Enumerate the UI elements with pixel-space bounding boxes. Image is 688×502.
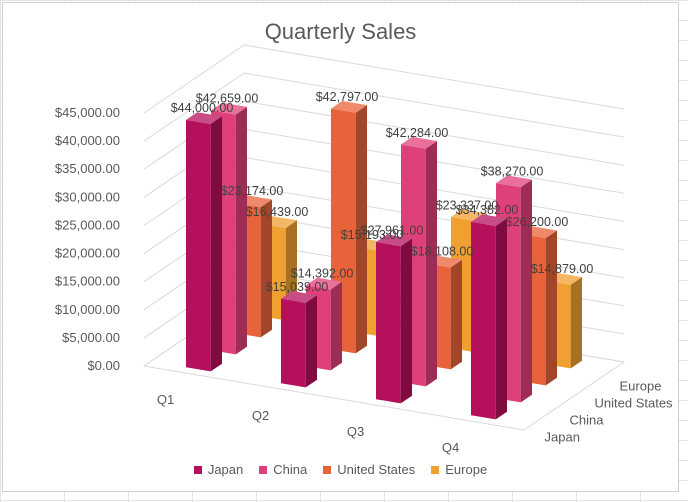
- legend-swatch: [323, 465, 332, 474]
- x-tick-label: Q4: [442, 440, 459, 455]
- bar-top-face: [331, 101, 367, 113]
- y-tick-label: $40,000.00: [55, 133, 120, 148]
- data-label: $42,284.00: [386, 126, 449, 140]
- y-tick-label: $35,000.00: [55, 161, 120, 176]
- depth-axis-label: China: [570, 413, 605, 428]
- chart-area[interactable]: Quarterly Sales $0.00 $5,000.00 $10,000.00…: [2, 2, 679, 492]
- y-tick-label: $10,000.00: [55, 302, 120, 317]
- data-label: $14,879.00: [531, 262, 594, 276]
- bar-side-face: [570, 277, 582, 369]
- y-tick-label: $5,000.00: [62, 330, 120, 345]
- bar-side-face: [260, 199, 272, 338]
- legend-item[interactable]: United States: [323, 462, 415, 477]
- bar-side-face: [235, 106, 247, 355]
- gridline: [143, 100, 625, 170]
- legend-swatch: [259, 465, 268, 474]
- data-label: $23,174.00: [221, 184, 284, 198]
- data-label: $26,200.00: [506, 215, 569, 229]
- data-label: $15,193.00: [341, 228, 404, 242]
- data-label: $27,961.00: [361, 223, 424, 237]
- bar-front-face: [281, 298, 306, 388]
- bar-side-face: [210, 116, 222, 372]
- gridline: [143, 44, 625, 114]
- data-label: $14,392.00: [291, 267, 354, 281]
- y-tick-label: $25,000.00: [55, 217, 120, 232]
- y-tick-label: $45,000.00: [55, 105, 120, 120]
- bar-top-face: [186, 112, 222, 124]
- x-tick-label: Q3: [347, 424, 364, 439]
- x-tick-label: Q1: [157, 392, 174, 407]
- bar-top-face: [281, 291, 317, 303]
- bar-side-face: [450, 259, 462, 370]
- bar-top-face: [471, 214, 507, 227]
- legend-swatch: [431, 465, 440, 474]
- bar-japan-q4: [471, 214, 507, 420]
- bar-top-face: [306, 277, 342, 290]
- bar-side-face: [355, 105, 367, 354]
- legend-item[interactable]: China: [259, 462, 307, 477]
- bar-japan-q1: [186, 112, 222, 372]
- legend-item[interactable]: Europe: [431, 462, 487, 477]
- bar-top-face: [496, 175, 532, 188]
- bar-side-face: [495, 218, 507, 420]
- data-label: $16,439.00: [246, 205, 309, 219]
- legend-label: China: [273, 462, 308, 477]
- data-label: $38,270.00: [481, 164, 544, 178]
- y-tick-label: $15,000.00: [55, 274, 120, 289]
- bar-side-face: [520, 179, 532, 403]
- legend-swatch: [193, 465, 202, 474]
- bar-front-face: [186, 119, 211, 372]
- bar-japan-q2: [281, 291, 317, 388]
- data-label: $42,797.00: [316, 90, 379, 104]
- chart-legend: Japan China United States Europe: [3, 462, 678, 477]
- legend-label: United States: [337, 462, 416, 477]
- data-label: $44,000.00: [171, 101, 234, 115]
- bar-side-face: [400, 238, 412, 404]
- depth-axis-label: United States: [595, 396, 674, 411]
- legend-label: Japan: [207, 462, 244, 477]
- bar-top-face: [211, 102, 247, 115]
- bar-side-face: [330, 281, 342, 371]
- data-label: $18,108.00: [411, 245, 474, 259]
- data-label: $15,039.00: [266, 280, 329, 294]
- bar-front-face: [471, 221, 496, 420]
- chart-plot: $0.00 $5,000.00 $10,000.00 $15,000.00 $20,00…: [55, 44, 674, 455]
- data-label: $23,337.00: [436, 198, 499, 212]
- bar-side-face: [545, 230, 557, 386]
- chart-title: Quarterly Sales: [264, 19, 417, 44]
- bar-japan-q3: [376, 234, 412, 404]
- legend-item[interactable]: Japan: [193, 462, 244, 477]
- bar-side-face: [305, 295, 317, 388]
- bars: [186, 101, 582, 420]
- bar-front-face: [376, 242, 401, 404]
- y-tick-label: $20,000.00: [55, 246, 120, 261]
- depth-axis-label: Japan: [545, 430, 580, 445]
- y-tick-label: $30,000.00: [55, 189, 120, 204]
- x-tick-label: Q2: [252, 408, 269, 423]
- bar-top-face: [376, 234, 412, 247]
- gridline: [143, 72, 625, 142]
- legend-label: Europe: [445, 462, 488, 477]
- data-label: $42,659.00: [196, 92, 259, 106]
- bar-side-face: [425, 141, 437, 387]
- data-label: $34,382.00: [456, 203, 519, 217]
- bar-top-face: [401, 136, 437, 149]
- data-labels: $16,439.00 $15,193.00 $23,337.00 $14,879.00…: [171, 90, 594, 294]
- depth-axis-label: Europe: [620, 379, 662, 394]
- y-tick-label: $0.00: [87, 358, 120, 373]
